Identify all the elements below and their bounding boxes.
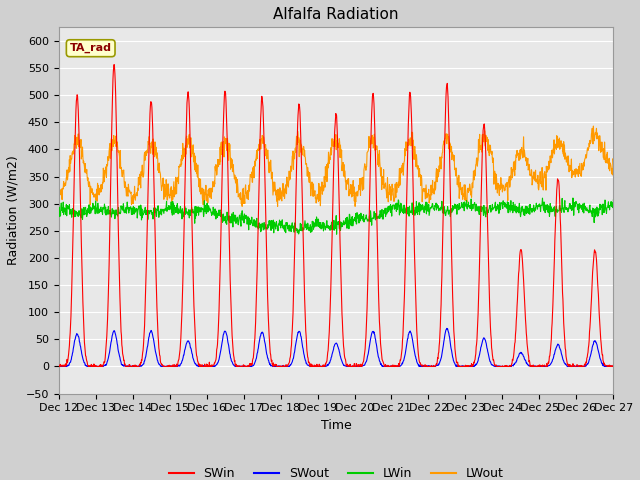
SWin: [495, 363, 503, 369]
Text: TA_rad: TA_rad: [70, 43, 112, 53]
SWout: [422, 363, 430, 369]
Line: LWout: LWout: [59, 126, 613, 206]
SWin: [241, 363, 248, 369]
LWout: [422, 190, 430, 195]
SWout: [495, 363, 503, 369]
SWin: [110, 61, 118, 67]
LWin: [164, 206, 172, 212]
LWin: [569, 195, 577, 201]
SWin: [165, 363, 173, 369]
SWin: [422, 363, 430, 369]
LWout: [178, 152, 186, 158]
LWout: [609, 161, 617, 167]
Y-axis label: Radiation (W/m2): Radiation (W/m2): [7, 156, 20, 265]
LWin: [422, 211, 430, 217]
SWout: [609, 363, 617, 369]
LWout: [544, 165, 552, 171]
SWout: [443, 325, 451, 331]
SWin: [544, 361, 552, 367]
LWout: [589, 123, 597, 129]
LWin: [495, 211, 503, 216]
Line: SWin: SWin: [59, 64, 613, 366]
LWin: [240, 220, 248, 226]
SWout: [179, 358, 186, 363]
LWout: [241, 198, 248, 204]
SWin: [55, 363, 63, 369]
Legend: SWin, SWout, LWin, LWout: SWin, SWout, LWin, LWout: [163, 462, 509, 480]
LWin: [544, 202, 552, 208]
SWout: [55, 363, 63, 369]
SWout: [165, 363, 173, 369]
SWout: [545, 363, 552, 369]
X-axis label: Time: Time: [321, 419, 351, 432]
LWin: [55, 211, 63, 217]
SWin: [609, 362, 617, 368]
LWout: [55, 189, 63, 195]
SWout: [56, 363, 63, 369]
SWin: [179, 295, 186, 301]
LWin: [609, 197, 617, 203]
LWout: [495, 188, 503, 193]
LWin: [333, 231, 340, 237]
LWin: [178, 216, 186, 222]
Title: Alfalfa Radiation: Alfalfa Radiation: [273, 7, 399, 22]
Line: SWout: SWout: [59, 328, 613, 366]
Line: LWin: LWin: [59, 198, 613, 234]
SWout: [241, 363, 248, 369]
LWout: [238, 204, 246, 209]
LWout: [164, 191, 172, 197]
